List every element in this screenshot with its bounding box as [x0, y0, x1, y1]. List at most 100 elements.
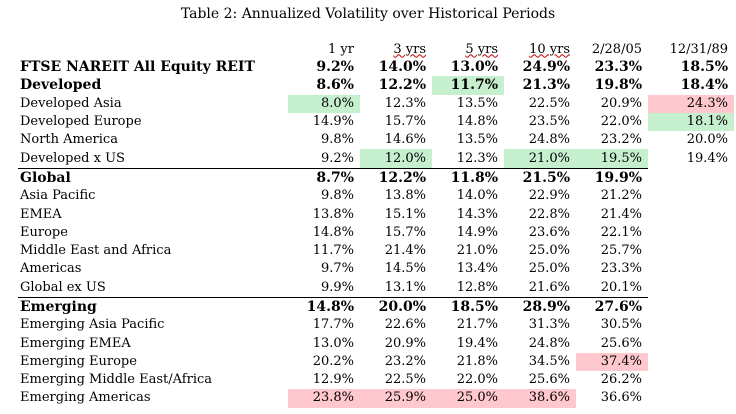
value-cell: 14.6% [384, 132, 426, 148]
value-cell: 12.9% [312, 372, 354, 388]
value-cell: 12.8% [456, 279, 498, 295]
value-cell: 23.3% [594, 59, 642, 76]
value-cell: 22.5% [384, 372, 426, 388]
value-cell: 21.6% [528, 279, 570, 295]
header-blank [18, 40, 288, 58]
table-row: FTSE NAREIT All Equity REIT 9.2% 14.0% 13.0… [18, 58, 734, 76]
row-label: Developed [20, 77, 102, 94]
value-cell: 13.4% [456, 261, 498, 277]
value-cell: 15.1% [384, 206, 426, 222]
value-cell: 13.8% [384, 188, 426, 204]
value-cell [648, 242, 734, 260]
row-label: Global ex US [20, 279, 106, 295]
value-cell: 11.7% [432, 76, 504, 95]
column-header: 3 yrs [393, 41, 426, 57]
row-label: Developed Asia [20, 95, 122, 111]
value-cell: 19.4% [686, 150, 728, 166]
value-cell: 19.5% [576, 149, 648, 169]
value-cell: 23.5% [528, 114, 570, 130]
value-cell: 14.8% [312, 224, 354, 240]
value-cell: 13.0% [450, 59, 498, 76]
value-cell: 30.5% [600, 317, 642, 333]
table-row: Emerging Europe 20.2% 23.2% 21.8% 34.5% 37.4% [18, 352, 734, 372]
value-cell: 22.0% [456, 372, 498, 388]
value-cell: 19.8% [594, 77, 642, 94]
value-cell: 25.0% [432, 389, 504, 408]
value-cell: 13.0% [312, 335, 354, 351]
table-row: Americas 9.7% 14.5% 13.4% 25.0% 23.3% [18, 260, 734, 278]
table-row: Global ex US 9.9% 13.1% 12.8% 21.6% 20.1% [18, 279, 734, 298]
table-row: Developed 8.6% 12.2% 11.7% 21.3% 19.8% 18.4% [18, 76, 734, 95]
value-cell: 23.8% [288, 389, 360, 408]
value-cell: 25.6% [600, 335, 642, 351]
table-row: Emerging 14.8% 20.0% 18.5% 28.9% 27.6% [18, 296, 734, 317]
value-cell [648, 297, 734, 316]
value-cell: 28.9% [504, 296, 576, 317]
value-cell: 24.8% [528, 132, 570, 148]
column-header: 12/31/89 [669, 41, 728, 57]
table-row: Emerging EMEA 13.0% 20.9% 19.4% 24.8% 25.6% [18, 334, 734, 352]
value-cell: 23.2% [600, 132, 642, 148]
value-cell: 9.2% [316, 59, 354, 76]
value-cell: 18.5% [432, 296, 504, 317]
value-cell: 12.2% [378, 77, 426, 94]
column-header: 1 yr [328, 41, 354, 57]
value-cell: 37.4% [576, 352, 648, 372]
value-cell: 14.8% [456, 114, 498, 130]
value-cell: 13.5% [456, 95, 498, 111]
value-cell: 12.0% [360, 149, 432, 169]
value-cell: 24.3% [648, 94, 734, 113]
value-cell: 26.2% [600, 372, 642, 388]
row-label: North America [20, 132, 118, 148]
column-header: 5 yrs [465, 41, 498, 57]
value-cell: 12.3% [384, 95, 426, 111]
value-cell: 20.1% [600, 279, 642, 295]
value-cell: 20.0% [360, 296, 432, 317]
row-label: Americas [20, 261, 82, 277]
value-cell: 18.4% [680, 77, 728, 94]
table-row: Developed x US 9.2% 12.0% 12.3% 21.0% 19.5% 19… [18, 149, 734, 169]
table-row: Middle East and Africa 11.7% 21.4% 21.0% 25.… [18, 242, 734, 260]
table-row: Global 8.7% 12.2% 11.8% 21.5% 19.9% [18, 167, 734, 188]
value-cell: 20.0% [686, 132, 728, 148]
value-cell: 11.8% [432, 167, 504, 188]
table-row: Emerging Americas 23.8% 25.9% 25.0% 38.6% 36.… [18, 389, 734, 408]
table-row: Asia Pacific 9.8% 13.8% 14.0% 22.9% 21.2% [18, 187, 734, 205]
value-cell [648, 334, 734, 352]
value-cell: 13.1% [384, 279, 426, 295]
table-row: Developed Asia 8.0% 12.3% 13.5% 22.5% 20.9% 24… [18, 94, 734, 113]
value-cell [648, 279, 734, 298]
value-cell: 19.9% [576, 167, 648, 188]
value-cell [648, 316, 734, 334]
value-cell: 17.7% [312, 317, 354, 333]
value-cell: 25.7% [600, 243, 642, 259]
row-label: FTSE NAREIT All Equity REIT [20, 59, 255, 76]
value-cell: 18.5% [680, 59, 728, 76]
value-cell: 8.7% [288, 167, 360, 188]
value-cell: 20.9% [384, 335, 426, 351]
value-cell: 34.5% [528, 353, 570, 369]
row-label: Emerging EMEA [20, 335, 131, 351]
table-row: EMEA 13.8% 15.1% 14.3% 22.8% 21.4% [18, 205, 734, 223]
value-cell: 9.2% [320, 150, 354, 166]
table-row: North America 9.8% 14.6% 13.5% 24.8% 23.2% 20.… [18, 131, 734, 149]
row-label: EMEA [20, 206, 62, 222]
value-cell: 20.2% [312, 353, 354, 369]
value-cell [648, 389, 734, 407]
value-cell: 14.5% [384, 261, 426, 277]
value-cell: 21.7% [456, 317, 498, 333]
row-label: Middle East and Africa [20, 243, 172, 259]
column-header: 10 yrs [529, 41, 570, 57]
row-label: Global [18, 167, 288, 188]
value-cell: 25.9% [360, 389, 432, 408]
value-cell: 14.9% [312, 114, 354, 130]
table-row: Europe 14.8% 15.7% 14.9% 23.6% 22.1% [18, 224, 734, 242]
value-cell [648, 224, 734, 242]
value-cell: 14.0% [378, 59, 426, 76]
value-cell: 31.3% [528, 317, 570, 333]
column-header: 2/28/05 [591, 41, 642, 57]
value-cell: 15.7% [384, 114, 426, 130]
value-cell: 8.0% [288, 94, 360, 113]
value-cell: 13.8% [312, 206, 354, 222]
value-cell: 21.2% [600, 188, 642, 204]
